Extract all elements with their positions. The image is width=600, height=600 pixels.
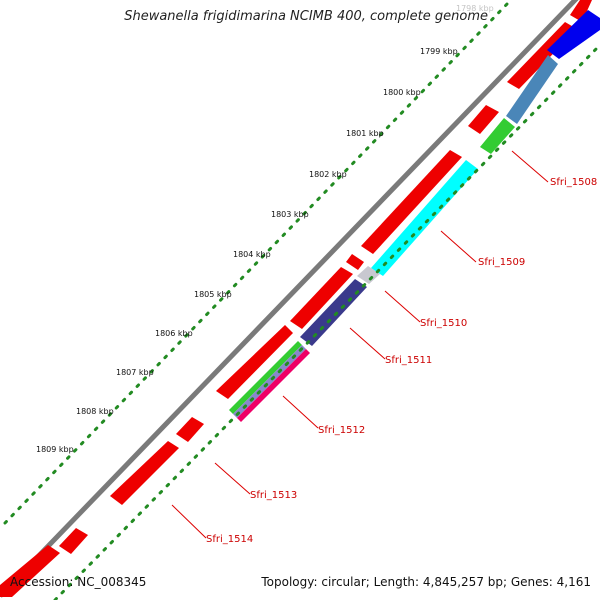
- scale-label: 1808 kbp: [76, 407, 114, 416]
- cds-arrow: [0, 545, 60, 597]
- leader-line: [282, 395, 319, 429]
- gene-labels: Sfri_1508 Sfri_1509 Sfri_1510 Sfri_1511 …: [206, 177, 597, 545]
- cog-block: [506, 55, 558, 124]
- cog-block: [237, 349, 310, 422]
- cog-block: [229, 341, 302, 414]
- scale-label: 1803 kbp: [271, 210, 309, 219]
- scale-labels: 1798 kbp 1799 kbp 1800 kbp 1801 kbp 1802…: [36, 4, 494, 454]
- cog-block: [371, 160, 478, 276]
- cog-block: [357, 266, 380, 284]
- cds-arrow: [110, 441, 179, 505]
- cds-arrow: [468, 105, 499, 134]
- leader-line: [440, 230, 477, 263]
- scale-label: 1804 kbp: [233, 250, 271, 259]
- cog-block: [480, 118, 515, 154]
- cds-arrow: [176, 417, 204, 442]
- leader-line: [214, 462, 251, 495]
- outer-scale-ring: [3, 1, 510, 525]
- map-title: Shewanella frigidimarina NCIMB 400, comp…: [124, 9, 488, 24]
- scale-label: 1809 kbp: [36, 445, 74, 454]
- scale-label: 1802 kbp: [309, 170, 347, 179]
- gene-label[interactable]: Sfri_1509: [478, 257, 525, 268]
- cog-block: [547, 10, 600, 59]
- gene-label[interactable]: Sfri_1512: [318, 425, 365, 436]
- genome-summary-label: Topology: circular; Length: 4,845,257 bp…: [261, 575, 591, 589]
- cds-arrow: [346, 254, 364, 270]
- inner-scale-ring: [53, 43, 600, 600]
- cds-arrow: [570, 0, 592, 22]
- scale-label: 1801 kbp: [346, 129, 384, 138]
- cds-arrow: [361, 150, 462, 254]
- gene-label[interactable]: Sfri_1508: [550, 177, 597, 188]
- scale-label: 1806 kbp: [155, 329, 193, 338]
- accession-label: Accession: NC_008345: [10, 575, 147, 589]
- cog-track: [229, 10, 600, 422]
- leader-line: [171, 504, 207, 539]
- cds-arrow: [216, 325, 293, 399]
- cog-block: [300, 279, 367, 346]
- leader-line: [384, 290, 421, 323]
- gene-label[interactable]: Sfri_1514: [206, 534, 253, 545]
- leader-line: [511, 150, 549, 183]
- gene-leader-lines: [171, 150, 549, 539]
- gene-label[interactable]: Sfri_1513: [250, 490, 297, 501]
- scale-label: 1805 kbp: [194, 290, 232, 299]
- scale-label: 1800 kbp: [383, 88, 421, 97]
- cds-arrow: [59, 528, 88, 554]
- gene-label[interactable]: Sfri_1510: [420, 318, 467, 329]
- scale-label: 1799 kbp: [420, 47, 458, 56]
- gene-label[interactable]: Sfri_1511: [385, 355, 432, 366]
- scale-label: 1798 kbp: [456, 4, 494, 13]
- scale-label: 1807 kbp: [116, 368, 154, 377]
- cds-arrow: [290, 267, 353, 329]
- leader-line: [349, 327, 386, 360]
- genome-backbone: [0, 0, 579, 598]
